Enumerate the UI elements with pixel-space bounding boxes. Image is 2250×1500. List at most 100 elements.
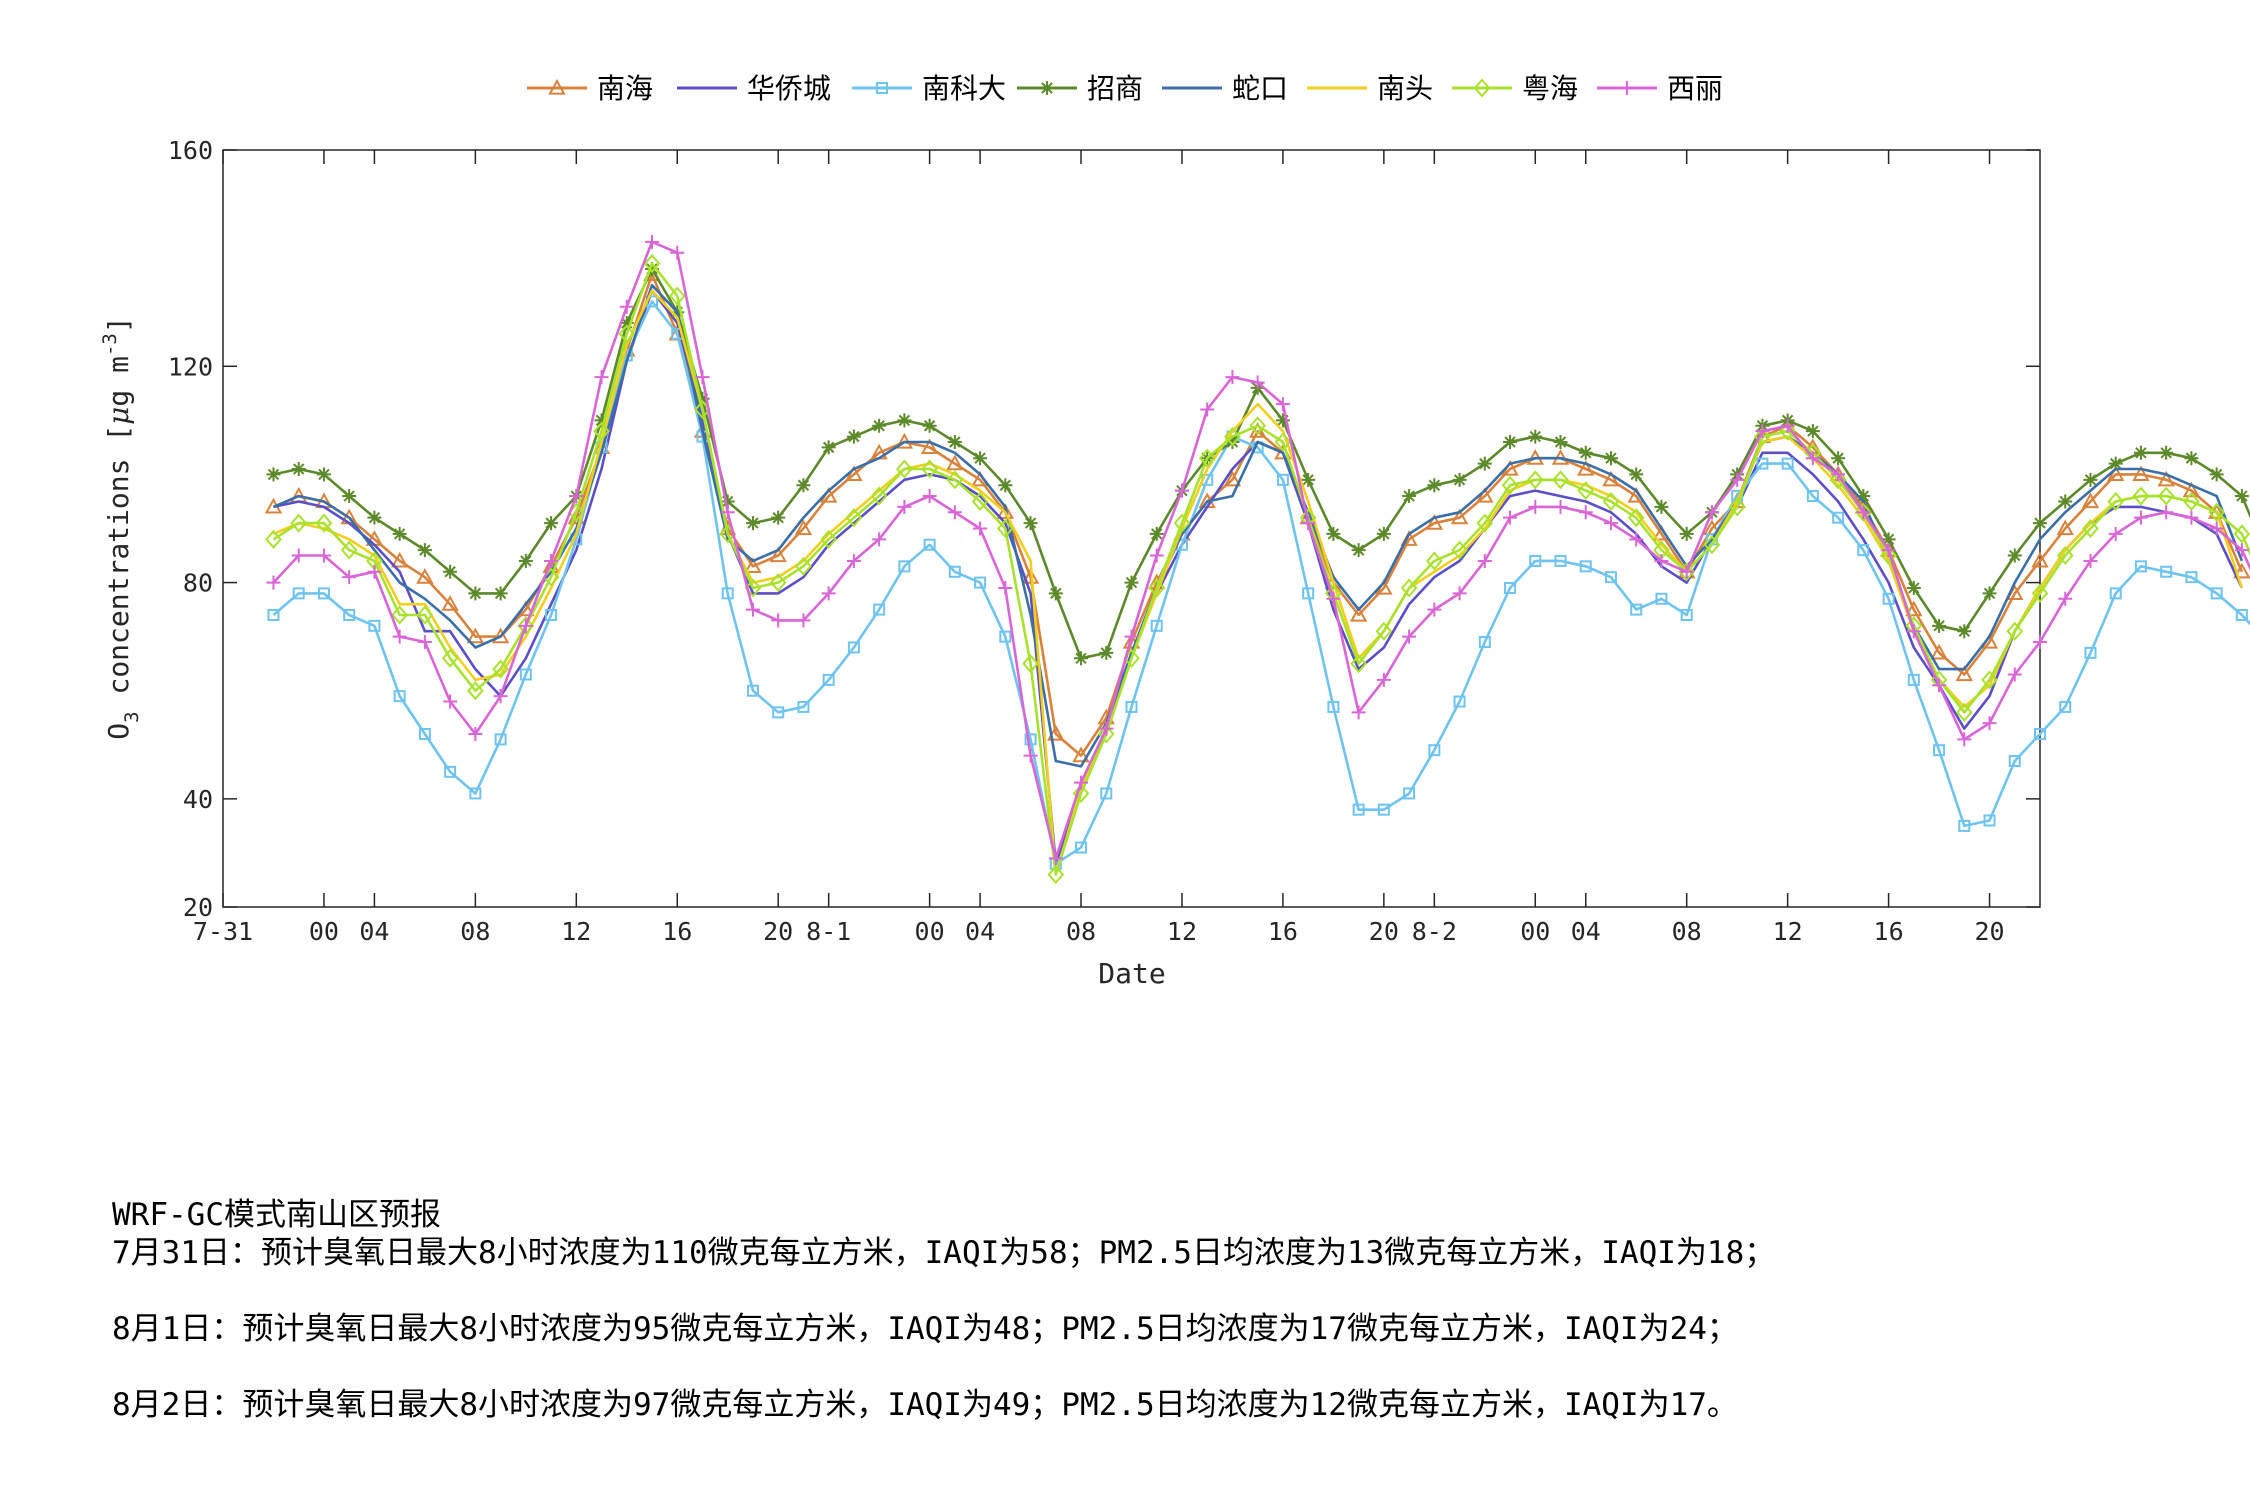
data-point — [545, 609, 558, 622]
data-point — [2107, 465, 2125, 482]
series-8 — [266, 234, 2250, 866]
y-tick-label: 20 — [183, 893, 213, 922]
data-point — [1250, 375, 1265, 390]
data-point — [1504, 581, 1517, 594]
data-point — [1074, 775, 1089, 790]
data-point — [1528, 499, 1543, 514]
data-point — [870, 486, 888, 506]
data-point — [2210, 587, 2223, 600]
data-point — [1275, 413, 1290, 428]
x-tick-label: 7-31 — [193, 917, 253, 946]
data-point — [441, 648, 459, 668]
legend-entry: 招商 — [1017, 72, 1143, 105]
data-point — [822, 673, 835, 686]
data-point — [794, 519, 813, 536]
y-tick-label: 120 — [168, 352, 213, 381]
legend-entry: 南科大 — [852, 72, 1006, 105]
data-point — [2109, 587, 2122, 600]
data-point — [1302, 587, 1315, 600]
data-point — [2157, 470, 2175, 487]
legend-entry: 南头 — [1307, 72, 1433, 105]
data-point — [2233, 524, 2250, 544]
data-point — [973, 521, 988, 536]
data-point — [1781, 457, 1794, 470]
data-point — [1400, 578, 1418, 598]
data-point — [1024, 733, 1037, 746]
x-tick-label: 16 — [1874, 917, 1904, 946]
data-point — [443, 694, 458, 709]
data-point — [492, 659, 509, 679]
data-point — [645, 261, 660, 276]
data-point — [1882, 592, 1895, 605]
data-point — [1554, 554, 1567, 567]
forecast-day3: 8月2日：预计臭氧日最大8小时浓度为97微克每立方米，IAQI为49；PM2.5… — [112, 1387, 1738, 1423]
data-point — [695, 391, 710, 406]
data-point — [948, 565, 961, 578]
data-point — [594, 413, 609, 428]
data-point — [518, 553, 533, 568]
data-point — [821, 586, 836, 601]
data-point — [2083, 472, 2098, 487]
data-point — [769, 573, 787, 593]
data-point — [1249, 416, 1267, 436]
data-point — [1503, 510, 1518, 525]
x-tick-label: 04 — [965, 917, 995, 946]
y-axis-label: O3 concentrations [μg m-3] — [99, 316, 143, 739]
data-point — [1349, 605, 1368, 622]
data-point — [1074, 651, 1089, 666]
legend-label: 南科大 — [922, 72, 1006, 105]
data-point — [1477, 456, 1492, 471]
forecast-day1: 7月31日：预计臭氧日最大8小时浓度为110微克每立方米，IAQI为58；PM2… — [112, 1235, 1776, 1271]
data-point — [896, 459, 913, 479]
data-point — [796, 613, 811, 628]
data-point — [1955, 665, 1973, 682]
data-point — [1654, 553, 1669, 568]
data-point — [367, 564, 382, 579]
x-tick-label: 12 — [561, 917, 591, 946]
data-point — [876, 82, 888, 94]
data-point — [720, 494, 735, 509]
data-point — [898, 560, 911, 573]
data-point — [418, 727, 431, 740]
data-point — [1620, 81, 1634, 95]
data-point — [1450, 508, 1469, 525]
x-axis-ticks: 7-31 00 04 08 12 16 20 8-1 00 04 08 12 16 20 8-2 00 04 08… — [193, 150, 2005, 946]
data-point — [1301, 516, 1316, 531]
data-point — [1453, 695, 1466, 708]
data-point — [444, 765, 457, 778]
data-point — [2108, 526, 2123, 541]
data-point — [1955, 702, 1973, 722]
series-lines — [264, 234, 2250, 885]
data-point — [443, 564, 458, 579]
data-point — [292, 587, 305, 600]
data-point — [771, 613, 786, 628]
data-point — [1930, 643, 1948, 660]
data-point — [466, 627, 485, 644]
data-point — [973, 451, 988, 466]
data-point — [2033, 516, 2047, 531]
series-line — [273, 267, 2250, 660]
data-point — [1048, 851, 1063, 866]
data-point — [594, 370, 609, 385]
data-point — [744, 578, 762, 598]
data-point — [2008, 755, 2021, 768]
data-point — [946, 470, 964, 490]
data-point — [2059, 700, 2072, 713]
data-point — [2132, 486, 2150, 506]
data-point — [998, 580, 1013, 595]
data-point — [393, 690, 406, 703]
data-point — [668, 286, 686, 306]
data-point — [1529, 554, 1542, 567]
data-point — [745, 516, 760, 531]
data-point — [946, 454, 964, 471]
data-point — [2182, 481, 2201, 498]
data-point — [1223, 470, 1242, 487]
data-point — [1881, 532, 1896, 547]
data-point — [1047, 865, 1065, 885]
y-tick-label: 160 — [168, 136, 213, 165]
x-tick-label: 16 — [1268, 917, 1298, 946]
data-point — [1476, 513, 1494, 533]
data-point — [971, 491, 989, 511]
data-point — [1982, 716, 1997, 731]
data-point — [922, 489, 937, 504]
